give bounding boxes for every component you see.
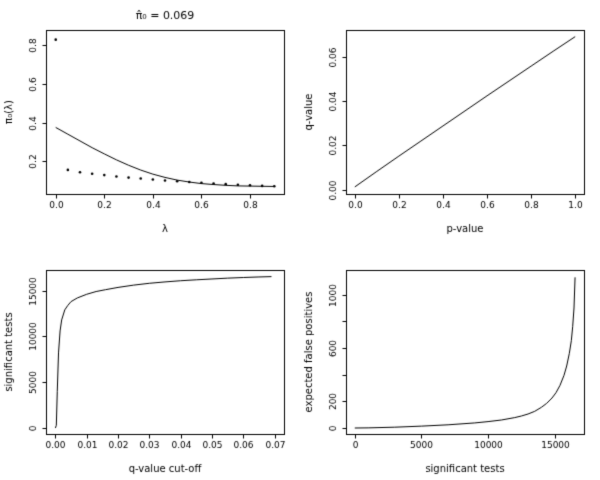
- pi0-vs-lambda-plot: [0, 0, 300, 240]
- qvalue-vs-pvalue-plot: [300, 0, 600, 240]
- expected-false-positives-vs-significant-tests-plot: [300, 240, 600, 480]
- significant-tests-vs-qvalue-cutoff-plot: [0, 240, 300, 480]
